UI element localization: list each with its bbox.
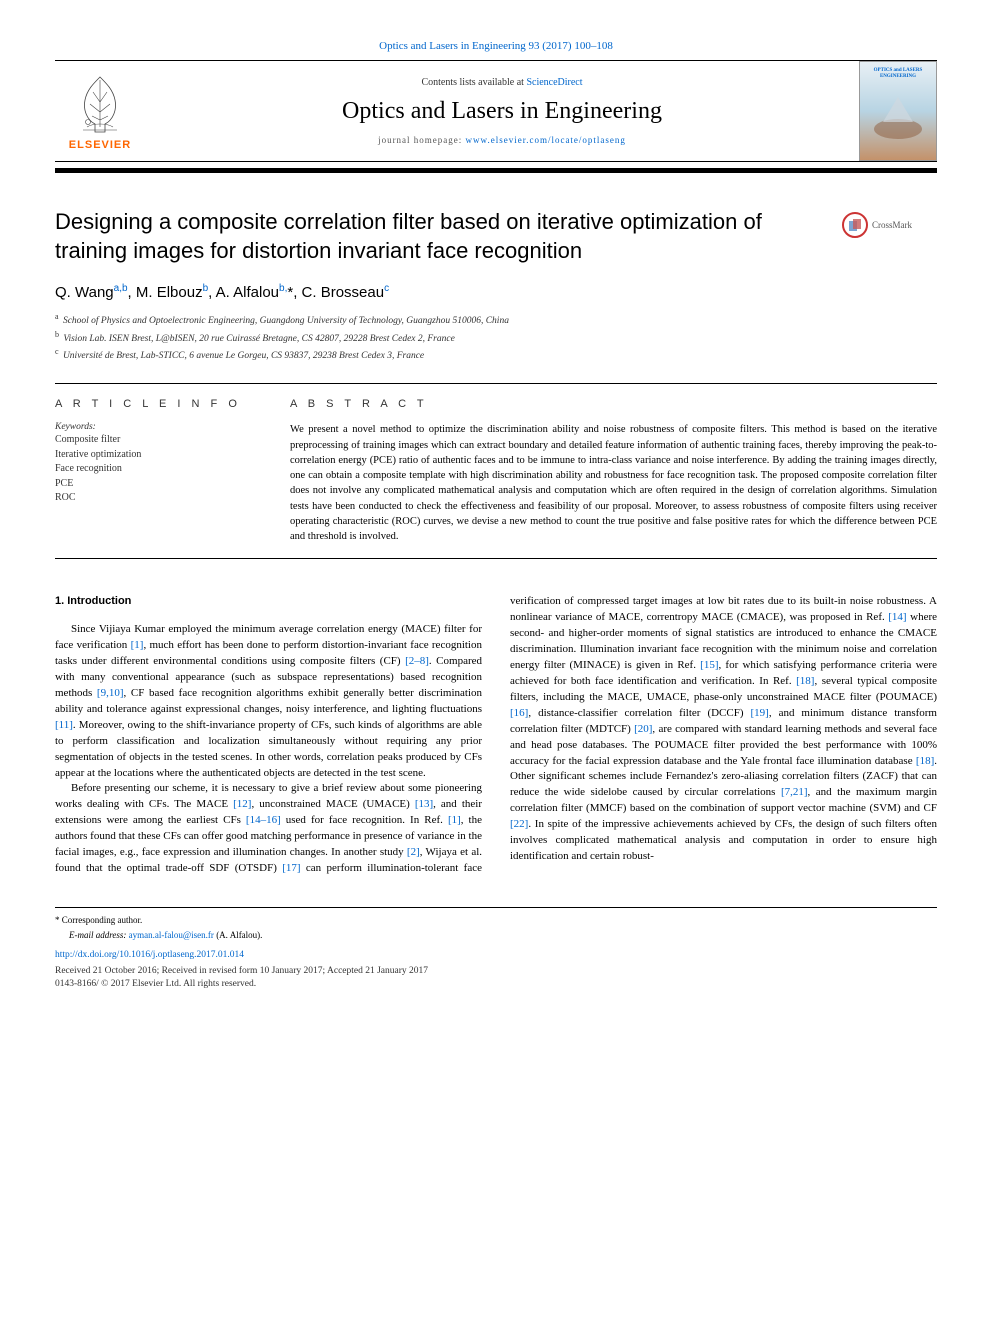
citation-link[interactable]: [7,21] <box>781 786 808 798</box>
elsevier-logo: ELSEVIER <box>55 61 145 161</box>
citation-link[interactable]: [14] <box>888 611 906 623</box>
affiliations: a School of Physics and Optoelectronic E… <box>55 311 937 363</box>
contents-available-text: Contents lists available at ScienceDirec… <box>145 77 859 88</box>
elsevier-tree-icon <box>65 72 135 137</box>
email-link[interactable]: ayman.al-falou@isen.fr <box>129 930 214 940</box>
crossmark-icon <box>842 212 868 238</box>
citation-link[interactable]: [1] <box>448 814 461 826</box>
abstract-column: A B S T R A C T We present a novel metho… <box>290 398 937 544</box>
citation-link[interactable]: [2] <box>407 846 420 858</box>
elsevier-wordmark: ELSEVIER <box>69 139 131 151</box>
keywords-list: Composite filterIterative optimizationFa… <box>55 433 260 506</box>
citation-link[interactable]: [2–8] <box>405 655 429 667</box>
citation-link[interactable]: [14–16] <box>246 814 281 826</box>
keywords-label: Keywords: <box>55 422 260 432</box>
body-paragraph-1: Since Vijiaya Kumar employed the minimum… <box>55 622 482 781</box>
citation-link[interactable]: [17] <box>282 862 300 874</box>
citation-link[interactable]: [18] <box>796 675 814 687</box>
citation-link[interactable]: [12] <box>233 798 251 810</box>
contents-prefix: Contents lists available at <box>421 77 526 88</box>
citation-link[interactable]: [16] <box>510 707 528 719</box>
section-heading-intro: 1. Introduction <box>55 594 482 610</box>
abstract-text: We present a novel method to optimize th… <box>290 422 937 544</box>
homepage-label: journal homepage: <box>378 135 465 145</box>
journal-cover-thumbnail: OPTICS and LASERS ENGINEERING <box>859 61 937 161</box>
journal-reference: Optics and Lasers in Engineering 93 (201… <box>55 40 937 52</box>
article-body: 1. Introduction Since Vijiaya Kumar empl… <box>55 594 937 877</box>
authors-line: Q. Wanga,b, M. Elbouzb, A. Alfaloub,*, C… <box>55 283 937 301</box>
cover-graphic-icon <box>868 87 928 147</box>
issn-copyright: 0143-8166/ © 2017 Elsevier Ltd. All righ… <box>55 978 937 991</box>
journal-homepage: journal homepage: www.elsevier.com/locat… <box>145 135 859 145</box>
citation-link[interactable]: [1] <box>131 639 144 651</box>
abstract-label: A B S T R A C T <box>290 398 937 410</box>
article-title: Designing a composite correlation filter… <box>55 208 822 265</box>
article-info-label: A R T I C L E I N F O <box>55 398 260 410</box>
corresponding-author-note: * Corresponding author. <box>55 914 937 927</box>
citation-link[interactable]: [11] <box>55 719 73 731</box>
citation-link[interactable]: [13] <box>415 798 433 810</box>
citation-link[interactable]: [18] <box>916 755 934 767</box>
header-divider-bar <box>55 168 937 173</box>
journal-header: ELSEVIER Contents lists available at Sci… <box>55 60 937 162</box>
received-dates: Received 21 October 2016; Received in re… <box>55 965 937 978</box>
email-line: E-mail address: ayman.al-falou@isen.fr (… <box>55 929 937 942</box>
citation-link[interactable]: [19] <box>751 707 769 719</box>
article-info-column: A R T I C L E I N F O Keywords: Composit… <box>55 398 260 544</box>
article-footer: * Corresponding author. E-mail address: … <box>55 907 937 991</box>
email-author-name: (A. Alfalou). <box>214 930 263 940</box>
crossmark-badge[interactable]: CrossMark <box>842 212 937 238</box>
cover-title-text: OPTICS and LASERS ENGINEERING <box>862 68 934 79</box>
homepage-link[interactable]: www.elsevier.com/locate/optlaseng <box>466 135 626 145</box>
citation-link[interactable]: [20] <box>634 723 652 735</box>
sciencedirect-link[interactable]: ScienceDirect <box>526 77 582 88</box>
email-label: E-mail address: <box>69 930 129 940</box>
citation-link[interactable]: [15] <box>700 659 718 671</box>
journal-title: Optics and Lasers in Engineering <box>145 98 859 125</box>
citation-link[interactable]: [9,10] <box>97 687 124 699</box>
citation-link[interactable]: [22] <box>510 818 528 830</box>
doi-link[interactable]: http://dx.doi.org/10.1016/j.optlaseng.20… <box>55 950 244 960</box>
crossmark-label: CrossMark <box>872 220 912 230</box>
